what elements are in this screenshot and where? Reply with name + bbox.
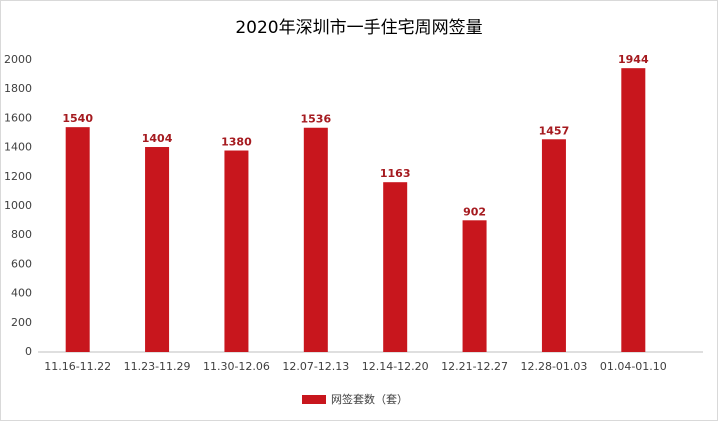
y-tick-label: 1800 [4, 82, 32, 95]
y-tick-label: 1200 [4, 170, 32, 183]
bar [621, 68, 646, 353]
y-tick-label: 1000 [4, 199, 32, 212]
chart-title: 2020年深圳市一手住宅周网签量 [235, 18, 482, 38]
value-label: 1457 [539, 124, 570, 137]
y-tick-label: 1400 [4, 141, 32, 154]
value-label: 902 [463, 205, 486, 218]
y-tick-label: 800 [11, 228, 32, 241]
bar [383, 182, 408, 352]
x-tick-label: 12.21-12.27 [441, 360, 508, 373]
bar [224, 150, 249, 352]
x-tick-label: 01.04-01.10 [600, 360, 667, 373]
bar [541, 139, 566, 352]
y-tick-label: 1600 [4, 111, 32, 124]
legend-swatch [302, 395, 326, 404]
value-label: 1380 [221, 136, 252, 149]
bar [462, 220, 487, 352]
y-tick-label: 200 [11, 316, 32, 329]
value-label: 1536 [301, 113, 332, 126]
bar [65, 127, 90, 352]
x-tick-label: 11.30-12.06 [203, 360, 270, 373]
legend-label: 网签套数（套） [331, 392, 408, 406]
y-tick-label: 2000 [4, 53, 32, 66]
value-label: 1540 [62, 112, 93, 125]
y-tick-label: 600 [11, 257, 32, 270]
x-tick-label: 12.28-01.03 [520, 360, 587, 373]
bar [145, 147, 170, 352]
x-tick-label: 12.14-12.20 [362, 360, 429, 373]
value-label: 1404 [142, 132, 173, 145]
y-tick-label: 400 [11, 287, 32, 300]
x-tick-label: 11.16-11.22 [44, 360, 111, 373]
y-tick-label: 0 [25, 345, 32, 358]
x-tick-label: 11.23-11.29 [124, 360, 191, 373]
x-tick-label: 12.07-12.13 [282, 360, 349, 373]
bar [303, 127, 328, 352]
value-label: 1163 [380, 167, 411, 180]
value-label: 1944 [618, 53, 649, 66]
